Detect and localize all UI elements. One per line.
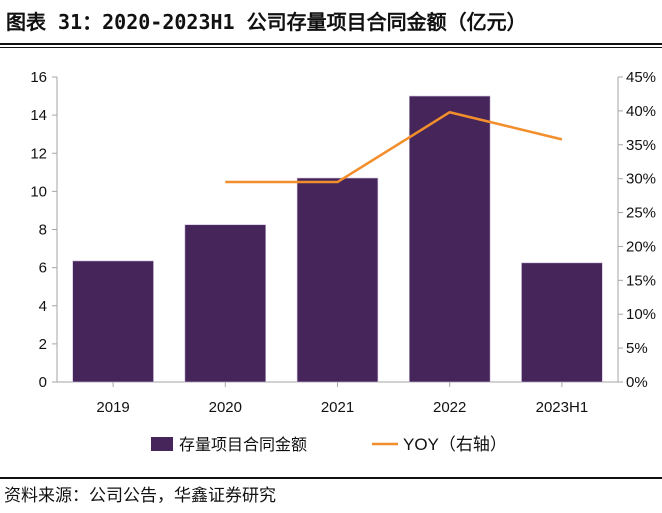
x-tick-label: 2023H1: [536, 399, 589, 416]
title-rule-thin: [0, 47, 662, 48]
y-right-tick-labels: 0% 5% 10% 15% 20% 25% 30% 35% 40% 45%: [626, 69, 656, 391]
legend: 存量项目合同金额 YOY（右轴）: [151, 435, 507, 454]
legend-line-label: YOY（右轴）: [403, 435, 507, 454]
legend-bar-swatch: [151, 437, 173, 451]
yoy-line: [225, 110, 563, 184]
bars: [72, 95, 603, 383]
x-tick-label: 2021: [321, 399, 354, 416]
y-left-tick-label: 4: [39, 298, 47, 315]
y-right-tick-label: 0%: [626, 374, 648, 391]
y-left-tick-label: 6: [39, 260, 47, 277]
y-left-tick-label: 16: [30, 69, 47, 86]
x-tick-labels: 2019 2020 2021 2022 2023H1: [96, 399, 588, 416]
x-tick-label: 2022: [433, 399, 466, 416]
y-right-tick-label: 20%: [626, 238, 656, 255]
y-right-tick-label: 25%: [626, 205, 656, 222]
y-right-tick-label: 35%: [626, 137, 656, 154]
y-left-tick-label: 8: [39, 222, 47, 239]
y-right-tick-label: 5%: [626, 340, 648, 357]
y-right-tick-label: 40%: [626, 103, 656, 120]
y-left-tick-label: 0: [39, 374, 47, 391]
source-rule: [0, 477, 662, 479]
bar-2021: [296, 177, 379, 383]
source-note: 资料来源：公司公告，华鑫证券研究: [4, 486, 276, 506]
y-right-tick-label: 45%: [626, 69, 656, 86]
y-left-tick-label: 12: [30, 145, 47, 162]
y-left-tick-label: 14: [30, 107, 47, 124]
bar-2022: [409, 95, 491, 383]
chart-title: 图表 31：2020-2023H1 公司存量项目合同金额（亿元）: [6, 10, 527, 34]
bar-2023H1: [521, 262, 603, 383]
y-right-tick-label: 10%: [626, 306, 656, 323]
bar-2019: [72, 260, 154, 383]
y-right-tick-label: 30%: [626, 171, 656, 188]
x-tick-label: 2019: [96, 399, 129, 416]
y-left-tick-labels: 0 2 4 6 8 10 12 14 16: [30, 69, 47, 391]
y-left-tick-label: 10: [30, 183, 47, 200]
title-rule: [0, 43, 662, 45]
y-right-tick-label: 15%: [626, 272, 656, 289]
yoy-line-group: [225, 110, 563, 184]
x-tick-label: 2020: [209, 399, 242, 416]
legend-bar-label: 存量项目合同金额: [179, 435, 307, 454]
y-left-tick-label: 2: [39, 336, 47, 353]
bar-2020: [184, 224, 266, 383]
